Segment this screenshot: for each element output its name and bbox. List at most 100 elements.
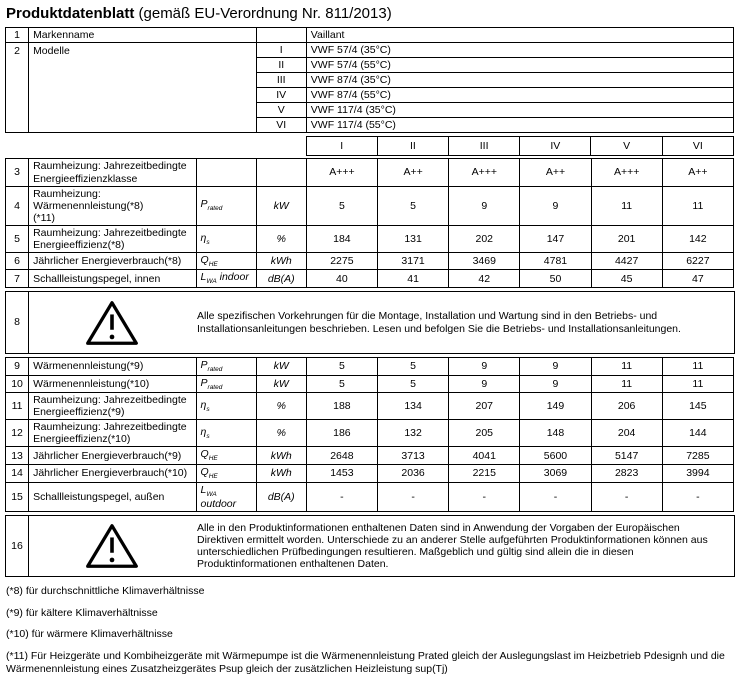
value-cell: 11: [590, 357, 663, 376]
warning-row-8: 8 Alle spezifischen Vorkehrungen für die…: [5, 291, 735, 354]
symbol-cell: [195, 158, 257, 187]
value-cell: 41: [376, 269, 450, 288]
value-cell: 5: [376, 185, 450, 226]
row-number: 16: [5, 515, 29, 578]
value-cell: 2036: [376, 463, 450, 483]
row-number: 8: [5, 291, 29, 354]
unit-cell: kWh: [255, 251, 307, 271]
row-number: 14: [4, 463, 30, 483]
row-number: 11: [4, 392, 30, 421]
value-cell: 132: [376, 419, 450, 448]
value-cell: 3713: [376, 446, 450, 465]
value-cell: 144: [661, 419, 735, 448]
row-label: Raumheizung: Jahrezeitbedingte Energieeff…: [28, 419, 197, 448]
value-cell: 145: [661, 392, 735, 421]
value-cell: 9: [519, 374, 592, 394]
column-header-row: I II III IV V VI: [5, 136, 735, 157]
value-cell: 2823: [590, 463, 663, 483]
footnote: (*8) für durchschnittliche Klimaverhältn…: [6, 585, 205, 598]
value-cell: A+++: [590, 158, 663, 187]
value-cell: A++: [376, 158, 450, 187]
model-name: VWF 117/4 (35°C): [305, 102, 735, 119]
table-row: 16 Alle in den Produktinformationen enth…: [5, 515, 735, 578]
value-cell: 11: [661, 374, 735, 394]
symbol-cell: LWA outdoor: [195, 481, 257, 513]
value-cell: 5600: [519, 446, 592, 465]
row-number: 9: [4, 357, 30, 376]
model-name: VWF 117/4 (55°C): [305, 117, 735, 134]
warning-text: Alle spezifischen Vorkehrungen für die M…: [197, 310, 681, 335]
table-row: 8 Alle spezifischen Vorkehrungen für die…: [5, 291, 735, 354]
table-row: 9 Wärmenennleistung(*9) Prated kW 5 5 9 9 11 11: [4, 357, 735, 376]
value-cell: 148: [519, 419, 592, 448]
warning-text: Alle in den Produktinformationen enthalt…: [197, 522, 708, 571]
model-numeral: I: [255, 42, 307, 59]
unit-cell: %: [255, 224, 307, 253]
symbol-cell: Prated: [195, 374, 257, 394]
value-cell: 7285: [661, 446, 735, 465]
table-row: 6 Jährlicher Energieverbrauch(*8) QHE kWh 22…: [4, 251, 735, 271]
page-title-suffix: (gemäß EU-Verordnung Nr. 811/2013): [134, 5, 392, 22]
value-cell: 2648: [305, 446, 378, 465]
symbol-cell: Prated: [195, 185, 257, 226]
row-number: 6: [4, 251, 30, 271]
row-number: 4: [4, 185, 30, 226]
value-cell: 3994: [661, 463, 735, 483]
row-number: 10: [4, 374, 30, 394]
symbol-cell: ηs: [195, 224, 257, 253]
row-number: 1: [4, 26, 30, 44]
value-cell: 5: [305, 185, 378, 226]
table-row: V VWF 117/4 (35°C): [6, 102, 735, 119]
row-number: 2: [4, 42, 30, 134]
value-cell: 2275: [305, 251, 378, 271]
unit-cell: kW: [255, 185, 307, 226]
model-numeral: VI: [255, 117, 307, 134]
row-label: Jährlicher Energieverbrauch(*8): [28, 251, 197, 271]
row-number: 12: [4, 419, 30, 448]
value-cell: 4041: [448, 446, 521, 465]
model-numeral: II: [255, 57, 307, 74]
value-cell: 3171: [376, 251, 450, 271]
unit-cell: dB(A): [255, 269, 307, 288]
table-row: 15 Schallleistungspegel, außen LWA outdoor…: [4, 481, 735, 513]
value-cell: -: [590, 481, 663, 513]
model-numeral: IV: [255, 87, 307, 104]
value-cell: A++: [661, 158, 735, 187]
heating-data-table-lower: 9 Wärmenennleistung(*9) Prated kW 5 5 9 9 11 11 10…: [4, 357, 735, 513]
value-cell: 134: [376, 392, 450, 421]
column-header: I: [305, 136, 378, 157]
value-cell: 202: [448, 224, 521, 253]
value-cell: 206: [590, 392, 663, 421]
value-cell: 2215: [448, 463, 521, 483]
unit-cell: %: [255, 419, 307, 448]
model-name: VWF 87/4 (55°C): [305, 87, 735, 104]
page-title: Produktdatenblatt (gemäß EU-Verordnung N…: [6, 5, 740, 22]
symbol-cell: LWA indoor: [195, 269, 257, 288]
empty-cell: [255, 26, 307, 44]
row-label: Schallleistungspegel, außen: [28, 481, 197, 513]
row-label: Jährlicher Energieverbrauch(*9): [28, 446, 197, 465]
unit-cell: %: [255, 392, 307, 421]
symbol-cell: ηs: [195, 419, 257, 448]
header-spacer: [5, 137, 306, 156]
symbol-cell: Prated: [195, 357, 257, 376]
warning-triangle-icon: [86, 300, 138, 345]
value-cell: 42: [448, 269, 521, 288]
table-row: 10 Wärmenennleistung(*10) Prated kW 5 5 9 9 11 11: [4, 374, 735, 394]
model-numeral: III: [255, 72, 307, 89]
row-number: 15: [4, 481, 30, 513]
value-cell: 45: [590, 269, 663, 288]
row-label: Schallleistungspegel, innen: [28, 269, 197, 288]
value-cell: 9: [448, 357, 521, 376]
footnote: (*9) für kältere Klimaverhältnisse: [6, 606, 158, 619]
model-name: VWF 57/4 (35°C): [305, 42, 735, 59]
row-number: 3: [4, 158, 30, 187]
unit-cell: kWh: [255, 463, 307, 483]
value-cell: 131: [376, 224, 450, 253]
value-cell: 11: [590, 185, 663, 226]
table-row: I II III IV V VI: [5, 136, 735, 157]
row-label: Wärmenennleistung(*10): [28, 374, 197, 394]
table-row: 3 Raumheizung: Jahrezeitbedingte Energieef…: [4, 158, 735, 187]
symbol-cell: ηs: [195, 392, 257, 421]
table-row: 7 Schallleistungspegel, innen LWA indoor dB…: [4, 269, 735, 288]
